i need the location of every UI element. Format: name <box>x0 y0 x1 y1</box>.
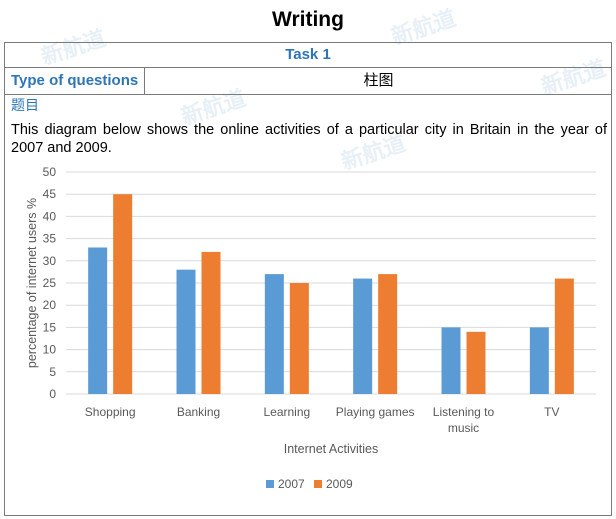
y-tick-label: 10 <box>43 343 57 357</box>
question-type-label: Type of questions <box>5 67 145 94</box>
y-tick-label: 25 <box>43 276 57 290</box>
page-title: Writing <box>272 8 344 31</box>
bar-2009-shopping <box>113 194 133 394</box>
x-tick-label: Playing games <box>336 405 415 419</box>
bar-2009-tv <box>554 278 574 394</box>
legend-label-2009: 2009 <box>326 477 353 491</box>
bar-2007-playing-games <box>353 278 373 394</box>
question-type-row: Type of questions 柱图 <box>5 67 611 95</box>
bar-2009-playing-games <box>378 274 398 394</box>
y-tick-label: 20 <box>43 298 57 312</box>
x-tick-label: TV <box>544 405 559 419</box>
x-tick-label: Learning <box>263 405 310 419</box>
y-tick-label: 15 <box>43 320 57 334</box>
bar-2009-learning <box>289 283 309 394</box>
task-table: Task 1 Type of questions 柱图 题目 This diag… <box>4 42 612 516</box>
y-tick-label: 45 <box>43 187 57 201</box>
bar-2007-listening-to-music <box>441 327 461 394</box>
task-prompt: This diagram below shows the online acti… <box>11 122 607 156</box>
x-tick-label: Banking <box>177 405 220 419</box>
question-type-value: 柱图 <box>363 71 394 89</box>
bar-2009-banking <box>201 251 221 394</box>
y-tick-label: 35 <box>43 232 57 246</box>
legend-label-2007: 2007 <box>278 477 305 491</box>
bar-2007-tv <box>529 327 549 394</box>
legend-swatch-2007 <box>266 480 274 488</box>
y-tick-label: 50 <box>43 165 57 179</box>
y-tick-label: 5 <box>49 365 56 379</box>
section-label: 题目 <box>11 98 39 114</box>
bar-2009-listening-to-music <box>466 331 486 394</box>
legend-swatch-2009 <box>314 480 322 488</box>
y-axis-title: percentage of internet users % <box>25 198 39 368</box>
y-tick-label: 0 <box>49 387 56 401</box>
x-tick-label: Shopping <box>85 405 136 419</box>
bar-2007-banking <box>176 269 196 394</box>
x-tick-label: Listening to music <box>433 405 495 435</box>
bar-2007-learning <box>264 274 284 394</box>
task-header: Task 1 <box>5 43 611 68</box>
y-tick-label: 40 <box>43 209 57 223</box>
x-axis-title: Internet Activities <box>284 442 379 456</box>
bar-2007-shopping <box>88 247 108 394</box>
y-tick-label: 30 <box>43 254 57 268</box>
